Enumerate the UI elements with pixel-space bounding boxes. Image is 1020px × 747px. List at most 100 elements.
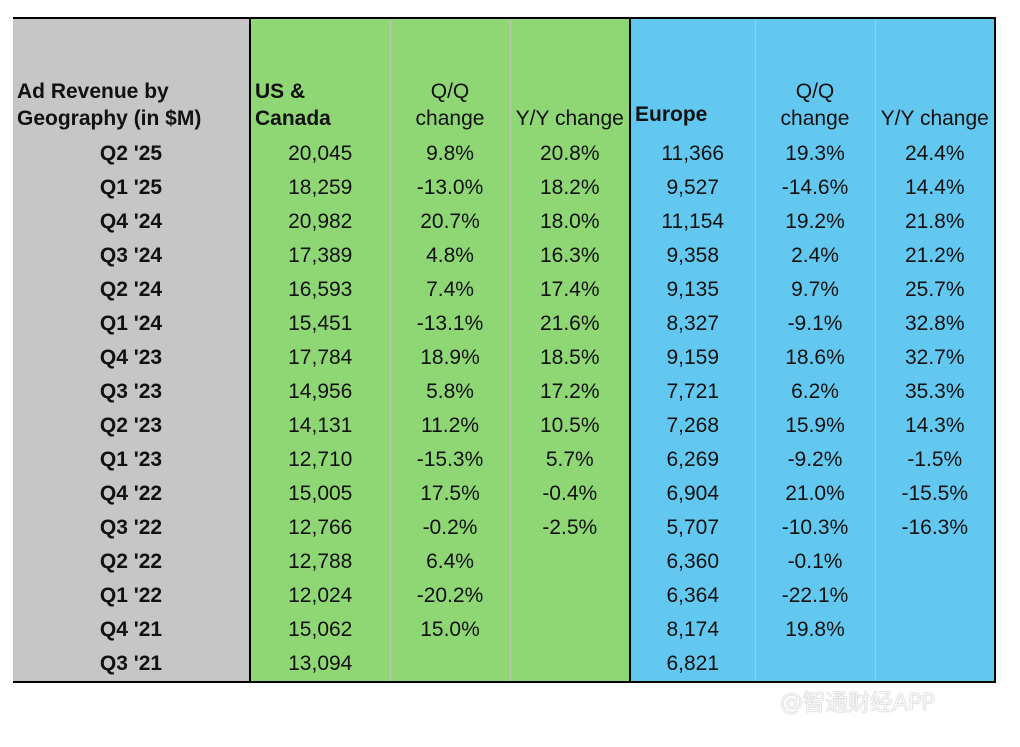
eu-qq-change-cell: -0.1% [754,545,875,579]
us-yy-change-cell: 5.7% [509,443,630,477]
us-yy-change-cell: 20.8% [509,137,630,171]
eu-yy-change-cell: 35.3% [874,375,996,409]
quarter-cell: Q1 '25 [13,171,250,205]
table-row: Q3 '21 13,094 6,821 [13,647,996,682]
header-eu-qq-change: Q/Q change [754,18,875,137]
us-canada-revenue-cell: 15,451 [249,307,390,341]
us-yy-change-cell [509,579,630,613]
us-canada-revenue-cell: 16,593 [249,273,390,307]
us-qq-change-cell: 4.8% [389,239,510,273]
table-row: Q3 '23 14,956 5.8% 17.2% 7,721 6.2% 35.3% [13,375,996,409]
table-row: Q1 '22 12,024 -20.2% 6,364 -22.1% [13,579,996,613]
eu-yy-change-cell: 14.4% [874,171,996,205]
quarter-cell: Q3 '22 [13,511,250,545]
eu-qq-change-cell: 19.2% [754,205,875,239]
us-yy-change-cell [509,613,630,647]
us-qq-change-cell: 18.9% [389,341,510,375]
us-canada-revenue-cell: 15,005 [249,477,390,511]
us-canada-revenue-cell: 12,788 [249,545,390,579]
table-row: Q3 '24 17,389 4.8% 16.3% 9,358 2.4% 21.2% [13,239,996,273]
eu-yy-change-cell: -16.3% [874,511,996,545]
watermark-text: @智通财经APP [780,690,935,716]
eu-qq-change-cell: -9.1% [754,307,875,341]
eu-qq-change-cell: 21.0% [754,477,875,511]
us-yy-change-cell: -2.5% [509,511,630,545]
eu-qq-change-cell: -10.3% [754,511,875,545]
us-yy-change-cell [509,545,630,579]
us-canada-revenue-cell: 15,062 [249,613,390,647]
europe-revenue-cell: 6,269 [629,443,755,477]
us-canada-revenue-cell: 20,982 [249,205,390,239]
eu-yy-change-cell: -15.5% [874,477,996,511]
table-row: Q4 '24 20,982 20.7% 18.0% 11,154 19.2% 21.8% [13,205,996,239]
eu-qq-change-cell: 6.2% [754,375,875,409]
quarter-cell: Q3 '23 [13,375,250,409]
quarter-cell: Q3 '24 [13,239,250,273]
us-yy-change-cell: 18.5% [509,341,630,375]
europe-revenue-cell: 7,268 [629,409,755,443]
europe-revenue-cell: 6,360 [629,545,755,579]
quarter-cell: Q4 '22 [13,477,250,511]
quarter-cell: Q2 '25 [13,137,250,171]
europe-revenue-cell: 9,159 [629,341,755,375]
table-row: Q4 '21 15,062 15.0% 8,174 19.8% [13,613,996,647]
eu-yy-change-cell: 14.3% [874,409,996,443]
eu-qq-change-cell: 9.7% [754,273,875,307]
table-row: Q2 '23 14,131 11.2% 10.5% 7,268 15.9% 14.3% [13,409,996,443]
header-us-yy-change: Y/Y change [509,18,630,137]
eu-qq-change-cell: -9.2% [754,443,875,477]
europe-revenue-cell: 8,327 [629,307,755,341]
us-qq-change-cell: 9.8% [389,137,510,171]
us-yy-change-cell: 18.2% [509,171,630,205]
us-canada-revenue-cell: 14,131 [249,409,390,443]
europe-revenue-cell: 7,721 [629,375,755,409]
eu-yy-change-cell: -1.5% [874,443,996,477]
quarter-cell: Q3 '21 [13,647,250,682]
us-canada-revenue-cell: 12,024 [249,579,390,613]
eu-yy-change-cell: 24.4% [874,137,996,171]
eu-qq-change-cell: -14.6% [754,171,875,205]
europe-revenue-cell: 11,366 [629,137,755,171]
table-row: Q1 '24 15,451 -13.1% 21.6% 8,327 -9.1% 32.8% [13,307,996,341]
us-yy-change-cell: 10.5% [509,409,630,443]
us-canada-revenue-cell: 14,956 [249,375,390,409]
us-yy-change-cell: 17.2% [509,375,630,409]
us-qq-change-cell: 15.0% [389,613,510,647]
quarter-cell: Q4 '21 [13,613,250,647]
eu-yy-change-cell: 32.8% [874,307,996,341]
europe-revenue-cell: 9,358 [629,239,755,273]
us-yy-change-cell: 17.4% [509,273,630,307]
us-qq-change-cell: -0.2% [389,511,510,545]
quarter-cell: Q1 '22 [13,579,250,613]
us-qq-change-cell: -13.0% [389,171,510,205]
us-canada-revenue-cell: 20,045 [249,137,390,171]
header-row: Ad Revenue by Geography (in $M) US & Can… [13,18,996,137]
ad-revenue-table: Ad Revenue by Geography (in $M) US & Can… [13,17,996,683]
europe-revenue-cell: 5,707 [629,511,755,545]
us-canada-revenue-cell: 17,784 [249,341,390,375]
us-qq-change-cell: -13.1% [389,307,510,341]
us-yy-change-cell: 16.3% [509,239,630,273]
eu-yy-change-cell: 21.2% [874,239,996,273]
eu-qq-change-cell: 15.9% [754,409,875,443]
us-canada-revenue-cell: 18,259 [249,171,390,205]
europe-revenue-cell: 6,364 [629,579,755,613]
us-qq-change-cell: -15.3% [389,443,510,477]
us-yy-change-cell: -0.4% [509,477,630,511]
us-canada-revenue-cell: 12,766 [249,511,390,545]
europe-revenue-cell: 11,154 [629,205,755,239]
header-us-canada: US & Canada [249,18,390,137]
europe-revenue-cell: 9,527 [629,171,755,205]
europe-revenue-cell: 6,821 [629,647,755,682]
quarter-cell: Q1 '23 [13,443,250,477]
eu-qq-change-cell: 18.6% [754,341,875,375]
quarter-cell: Q2 '24 [13,273,250,307]
quarter-cell: Q2 '23 [13,409,250,443]
table-row: Q2 '22 12,788 6.4% 6,360 -0.1% [13,545,996,579]
us-qq-change-cell: 7.4% [389,273,510,307]
header-eu-yy-change: Y/Y change [874,18,996,137]
us-qq-change-cell [389,647,510,682]
europe-revenue-cell: 9,135 [629,273,755,307]
quarter-cell: Q2 '22 [13,545,250,579]
table-row: Q1 '25 18,259 -13.0% 18.2% 9,527 -14.6% 14.4% [13,171,996,205]
